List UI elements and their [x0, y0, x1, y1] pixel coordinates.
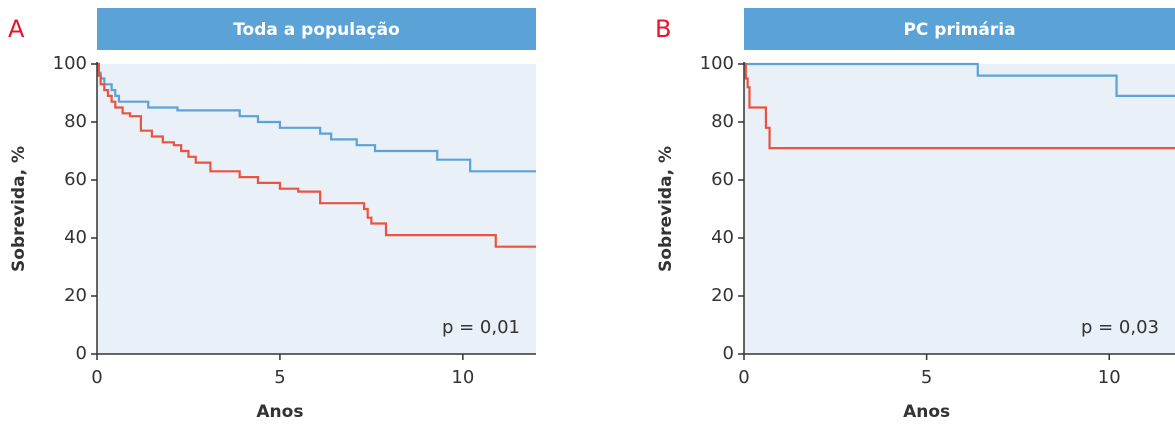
x-tick-label: 0 — [738, 367, 749, 388]
y-tick-label: 60 — [711, 169, 734, 190]
panel-title: Toda a população — [233, 20, 400, 40]
y-axis-label: Sobrevida, % — [9, 146, 29, 272]
panel-label: B — [655, 15, 671, 43]
x-tick-label: 5 — [921, 367, 932, 388]
x-tick-label: 10 — [1098, 367, 1121, 388]
y-tick-label: 100 — [53, 53, 87, 74]
title-bar — [97, 8, 536, 50]
x-tick-label: 0 — [91, 367, 102, 388]
p-value: p = 0,03 — [1081, 317, 1159, 338]
y-tick-label: 40 — [711, 227, 734, 248]
panel-title: PC primária — [903, 20, 1015, 40]
y-tick-label: 60 — [64, 169, 87, 190]
survival-curve — [744, 62, 1175, 150]
y-tick-label: 0 — [76, 343, 87, 364]
y-tick-label: 80 — [711, 111, 734, 132]
survival-curve — [97, 62, 536, 248]
survival-curve — [744, 62, 1175, 97]
y-tick-label: 20 — [64, 285, 87, 306]
y-tick-label: 20 — [711, 285, 734, 306]
x-tick-label: 5 — [274, 367, 285, 388]
y-axis-label: Sobrevida, % — [656, 146, 676, 272]
y-tick-label: 0 — [723, 343, 734, 364]
y-tick-label: 40 — [64, 227, 87, 248]
y-tick-label: 80 — [64, 111, 87, 132]
p-value: p = 0,01 — [442, 317, 520, 338]
plot-area — [744, 64, 1175, 354]
y-tick-label: 100 — [700, 53, 734, 74]
panel-label: A — [8, 15, 25, 43]
x-axis-label: Anos — [256, 402, 303, 422]
title-bar — [744, 8, 1175, 50]
plot-area — [97, 64, 536, 354]
x-tick-label: 10 — [451, 367, 474, 388]
x-axis-label: Anos — [903, 402, 950, 422]
